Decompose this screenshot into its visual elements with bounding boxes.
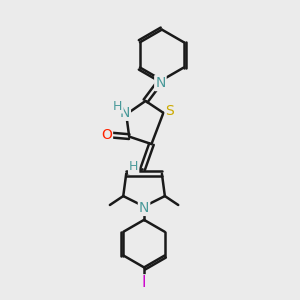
Text: N: N <box>155 76 166 90</box>
Text: N: N <box>119 106 130 120</box>
Text: H: H <box>129 160 138 173</box>
Text: H: H <box>113 100 123 112</box>
Text: O: O <box>101 128 112 142</box>
Text: S: S <box>166 104 174 118</box>
Text: N: N <box>139 201 149 215</box>
Text: I: I <box>142 275 146 290</box>
